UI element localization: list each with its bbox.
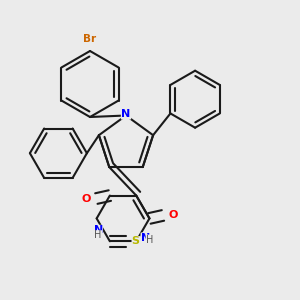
Text: O: O [168, 210, 178, 220]
Text: N: N [141, 233, 150, 243]
Text: O: O [82, 194, 91, 204]
Text: N: N [122, 109, 130, 119]
Text: H: H [94, 230, 102, 240]
Text: Br: Br [83, 34, 97, 44]
Text: H: H [146, 235, 153, 245]
Text: S: S [132, 236, 140, 246]
Text: N: N [94, 225, 103, 235]
